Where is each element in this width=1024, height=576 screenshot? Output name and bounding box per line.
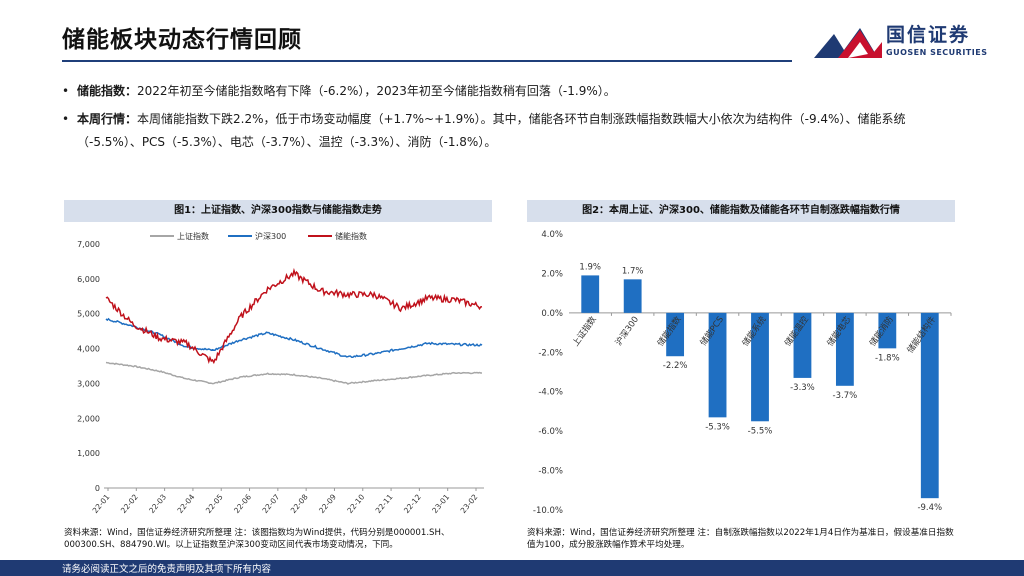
bullet-list: • 储能指数：2022年初至今储能指数略有下降（-6.2%），2023年初至今储…: [62, 80, 962, 159]
bullet-text: 本周储能指数下跌2.2%，低于市场变动幅度（+1.7%~+1.9%）。其中，储能…: [77, 112, 906, 149]
y-tick-label: 0: [95, 484, 100, 493]
x-tick-label: 22-12: [402, 492, 423, 515]
series-line: [105, 317, 483, 359]
logo-text: 国信证券: [886, 24, 971, 46]
bar: [623, 279, 642, 313]
bar-data-label: -2.2%: [663, 361, 688, 371]
bullet-dot: •: [62, 84, 70, 98]
y-tick-label: -8.0%: [538, 467, 563, 477]
series-line: [105, 267, 483, 365]
y-tick-label: 5,000: [77, 310, 100, 319]
x-tick-label: 22-10: [345, 492, 366, 515]
bar-chart: 4.0% 2.0% 0.0% -2.0% -4.0% -6.0% -8.0% -10.0% 1.…: [533, 230, 952, 516]
legend-label: 上证指数: [177, 231, 209, 241]
y-tick-label: -10.0%: [533, 506, 563, 516]
bar-data-label: 1.9%: [579, 262, 601, 272]
figure1-note: 资料来源：Wind，国信证券经济研究所整理 注：该图指数均为Wind提供，代码分…: [64, 528, 450, 550]
bar: [878, 312, 897, 349]
footer-disclaimer: 请务必阅读正文之后的免责声明及其项下所有内容: [62, 564, 272, 575]
y-tick-label: 2,000: [77, 414, 100, 423]
y-tick-label: 3,000: [77, 379, 100, 388]
title-divider: [62, 60, 792, 62]
bar: [666, 312, 685, 357]
bar: [835, 312, 854, 386]
figure2-title: 图2：本周上证、沪深300、储能指数及储能各环节自制涨跌幅指数行情: [527, 200, 955, 222]
y-tick-label: 1,000: [77, 449, 100, 458]
y-tick-label: 6,000: [77, 275, 100, 284]
bar-data-label: -3.3%: [790, 383, 815, 393]
y-tick-label: 4.0%: [541, 230, 563, 240]
legend-label: 储能指数: [335, 231, 367, 241]
x-tick-label: 22-02: [119, 492, 140, 515]
bar: [751, 312, 769, 422]
bullet-label: 本周行情：: [77, 112, 138, 126]
bar-data-label: 1.7%: [622, 266, 644, 276]
x-tick-label: 22-01: [91, 492, 112, 515]
y-tick-label: 7,000: [77, 240, 100, 249]
figure1-title: 图1：上证指数、沪深300指数与储能指数走势: [64, 200, 492, 222]
x-tick-label: 22-05: [204, 492, 225, 515]
x-tick-label: 上证指数: [570, 314, 599, 349]
bar-data-label: -5.5%: [748, 426, 773, 436]
bar-data-label: -5.3%: [705, 422, 730, 432]
x-tick-label: 22-09: [317, 492, 338, 515]
logo-subtext: GUOSEN SECURITIES: [886, 48, 988, 57]
y-tick-label: -4.0%: [538, 388, 563, 398]
legend-label: 沪深300: [255, 231, 286, 241]
figure2-note: 资料来源：Wind，国信证券经济研究所整理 注：自制涨跌幅指数以2022年1月4…: [527, 528, 954, 550]
x-tick-label: 22-11: [374, 492, 395, 515]
page-title: 储能板块动态行情回顾: [62, 27, 302, 53]
x-tick-label: 23-02: [459, 492, 480, 515]
bullet-index-summary: • 储能指数：2022年初至今储能指数略有下降（-6.2%），2023年初至今储…: [62, 80, 962, 103]
guosen-logo-icon: [814, 28, 882, 58]
x-tick-label: 22-03: [147, 492, 168, 515]
bullet-label: 储能指数：: [77, 84, 138, 98]
bar: [920, 312, 939, 499]
y-tick-label: 4,000: [77, 345, 100, 354]
y-tick-label: 2.0%: [541, 269, 563, 279]
x-tick-label: 沪深300: [613, 314, 641, 348]
bar: [708, 312, 727, 418]
series-line: [105, 361, 482, 385]
bar-data-label: -9.4%: [917, 503, 942, 513]
bullet-dot: •: [62, 112, 70, 126]
y-tick-label: -6.0%: [538, 427, 563, 437]
y-tick-label: 0.0%: [541, 309, 563, 319]
footer-bar: 请务必阅读正文之后的免责声明及其项下所有内容: [0, 560, 1024, 576]
bar: [793, 312, 812, 378]
x-tick-label: 22-07: [260, 492, 281, 515]
bullet-weekly-summary: • 本周行情：本周储能指数下跌2.2%，低于市场变动幅度（+1.7%~+1.9%…: [62, 108, 962, 154]
bar-data-label: -1.8%: [875, 353, 900, 363]
x-tick-label: 23-01: [430, 492, 451, 515]
line-chart: 0 1,000 2,000 3,000 4,000 5,000 6,000 7,000 22-0…: [77, 231, 484, 515]
bar: [581, 275, 600, 313]
x-tick-label: 22-08: [289, 492, 310, 515]
bullet-text: 2022年初至今储能指数略有下降（-6.2%），2023年初至今储能指数稍有回落…: [137, 84, 616, 98]
x-tick-label: 22-04: [176, 492, 197, 515]
x-tick-label: 22-06: [232, 492, 253, 515]
y-tick-label: -2.0%: [538, 348, 563, 358]
bar-data-label: -3.7%: [833, 391, 858, 401]
